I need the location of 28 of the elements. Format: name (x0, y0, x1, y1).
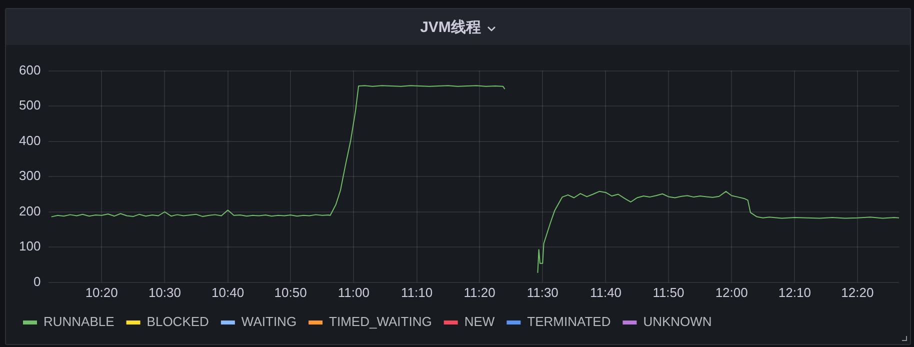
x-tick-label: 12:00 (715, 284, 748, 300)
legend-label: TERMINATED (527, 314, 611, 330)
x-tick-label: 11:40 (590, 284, 622, 300)
y-tick-label: 300 (18, 168, 41, 184)
x-tick-label: 10:30 (148, 284, 181, 300)
x-tick-label: 11:30 (526, 284, 558, 300)
y-tick-label: 100 (18, 238, 41, 254)
x-tick-label: 12:10 (778, 284, 811, 300)
chart-title: JVM线程 (420, 18, 481, 36)
x-tick-label: 10:50 (274, 284, 307, 300)
legend-label: UNKNOWN (643, 314, 712, 330)
legend-label: BLOCKED (146, 314, 209, 330)
y-tick-label: 500 (18, 98, 41, 113)
legend-label: WAITING (241, 314, 297, 330)
legend-label: TIMED_WAITING (329, 314, 432, 330)
x-tick-label: 11:50 (652, 284, 684, 300)
legend-label: NEW (464, 314, 496, 330)
y-tick-label: 400 (18, 132, 41, 148)
y-tick-label: 200 (18, 203, 41, 218)
x-tick-label: 11:10 (400, 284, 433, 300)
x-tick-label: 11:00 (338, 284, 370, 300)
x-tick-label: 11:20 (464, 284, 496, 300)
y-tick-label: 0 (33, 274, 41, 289)
x-tick-label: 10:20 (85, 284, 118, 300)
legend-label: RUNNABLE (44, 314, 115, 330)
x-tick-label: 12:20 (841, 284, 874, 300)
x-tick-label: 10:40 (212, 284, 244, 300)
y-tick-label: 600 (18, 62, 41, 78)
